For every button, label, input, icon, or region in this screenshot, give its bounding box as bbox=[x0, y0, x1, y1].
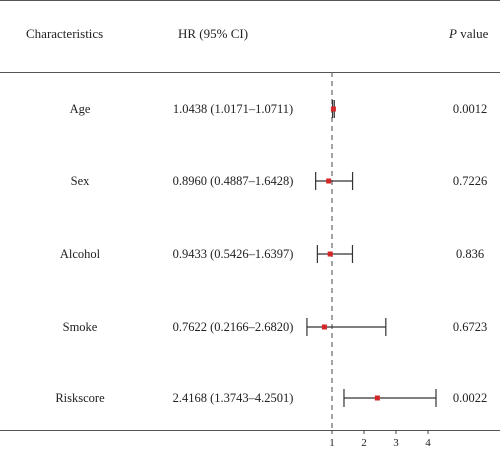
point-smoke bbox=[321, 324, 327, 330]
row-p-age: 0.0012 bbox=[452, 102, 488, 116]
top-rule bbox=[0, 0, 500, 1]
row-hr-alcohol: 0.9433 (0.5426–1.6397) bbox=[172, 247, 294, 261]
header-p-rest: value bbox=[456, 26, 489, 41]
point-age bbox=[330, 106, 336, 112]
header-rule bbox=[0, 72, 500, 73]
row-hr-age: 1.0438 (1.0171–1.0711) bbox=[172, 102, 294, 116]
row-p-alcohol: 0.836 bbox=[455, 247, 485, 261]
row-p-smoke: 0.6723 bbox=[452, 320, 488, 334]
row-name-age: Age bbox=[69, 102, 91, 116]
bottom-rule bbox=[0, 430, 500, 431]
point-riskscore bbox=[374, 395, 380, 401]
row-name-alcohol: Alcohol bbox=[59, 247, 101, 261]
header-hr-ci: HR (95% CI) bbox=[178, 26, 249, 41]
point-alcohol bbox=[327, 251, 333, 257]
row-hr-sex: 0.8960 (0.4887–1.6428) bbox=[172, 174, 294, 188]
x-tick-label-3: 3 bbox=[393, 437, 399, 449]
row-name-riskscore: Riskscore bbox=[55, 391, 105, 405]
header-characteristics: Characteristics bbox=[26, 26, 104, 41]
row-name-smoke: Smoke bbox=[62, 320, 98, 334]
row-p-sex: 0.7226 bbox=[452, 174, 488, 188]
header-p-value: P value bbox=[449, 26, 488, 42]
x-tick-label-1: 1 bbox=[329, 437, 335, 449]
point-sex bbox=[326, 178, 332, 184]
row-hr-riskscore: 2.4168 (1.3743–4.2501) bbox=[172, 391, 294, 405]
row-hr-smoke: 0.7622 (0.2166–2.6820) bbox=[172, 320, 294, 334]
row-p-riskscore: 0.0022 bbox=[452, 391, 488, 405]
x-tick-label-4: 4 bbox=[425, 437, 431, 449]
x-tick-label-2: 2 bbox=[361, 437, 367, 449]
row-name-sex: Sex bbox=[70, 174, 90, 188]
header-p-italic: P bbox=[449, 26, 457, 41]
